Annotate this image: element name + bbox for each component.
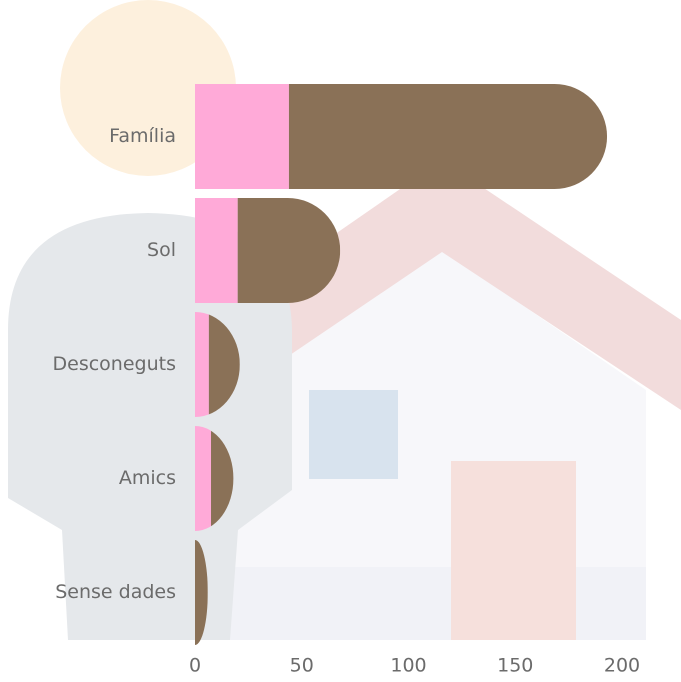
door <box>451 461 576 640</box>
house-base <box>230 567 646 640</box>
y-tick-label: Amics <box>119 467 176 489</box>
y-tick-label: Família <box>109 125 176 147</box>
x-tick-label: 50 <box>290 655 314 677</box>
y-tick-label: Sense dades <box>55 581 176 603</box>
y-tick-label: Sol <box>147 239 176 261</box>
bar-group <box>195 84 607 189</box>
chart: 0 50 100 150 200 Família Sol Desconeguts Amics Se… <box>0 0 681 682</box>
bar-segment <box>238 198 340 303</box>
y-tick-label: Desconeguts <box>53 353 176 375</box>
bar-segment <box>195 84 289 189</box>
x-tick-label: 150 <box>497 655 533 677</box>
x-tick-label: 0 <box>189 655 201 677</box>
bar-segment <box>195 198 238 303</box>
x-tick-label: 100 <box>390 655 426 677</box>
bar-segment <box>195 426 211 531</box>
x-tick-label: 200 <box>604 655 640 677</box>
window <box>309 390 398 479</box>
bar-segment <box>289 84 607 189</box>
bar-group <box>195 198 340 303</box>
bar-segment <box>195 312 209 417</box>
